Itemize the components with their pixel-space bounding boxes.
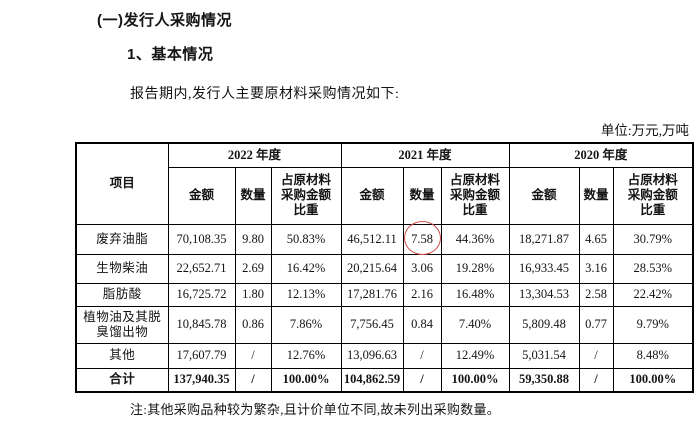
metric-header: 金额 bbox=[167, 166, 236, 225]
table-cell: 46,512.11 bbox=[340, 223, 404, 255]
year-header-row: 项目 2022 年度 2021 年度 2020 年度 bbox=[75, 142, 694, 225]
table-cell: 17,607.79 bbox=[167, 342, 236, 369]
section-title: (一)发行人采购情况 bbox=[97, 12, 232, 29]
metric-header: 占原材料 采购金额 比重 bbox=[440, 166, 510, 225]
table-row: 生物柴油 22,652.71 2.69 16.42% 20,215.64 3.06 19.2… bbox=[75, 253, 694, 284]
table-cell: 12.49% bbox=[440, 342, 510, 369]
table-cell: 50.83% bbox=[270, 223, 342, 255]
table-cell: 2.58 bbox=[578, 282, 614, 307]
table-cell: 19.28% bbox=[440, 253, 510, 284]
table-cell: 8.48% bbox=[612, 342, 694, 369]
table-cell: 12.76% bbox=[270, 342, 342, 369]
table-cell: 7.58 bbox=[402, 220, 442, 255]
row-label: 脂肪酸 bbox=[75, 282, 169, 307]
table-body: 废弃油脂 70,108.35 9.80 50.83% 46,512.11 7.58 44.3… bbox=[75, 220, 694, 393]
table-cell: 4.65 bbox=[578, 223, 614, 255]
table-cell: 137,940.35 bbox=[167, 367, 236, 393]
year-header-2020: 2020 年度 bbox=[508, 142, 694, 168]
table-cell: 1.80 bbox=[234, 282, 272, 307]
unit-label: 单位:万元,万吨 bbox=[600, 123, 689, 138]
table-row: 合计 137,940.35/100.00% 104,862.59/100.00% 59… bbox=[75, 367, 694, 393]
row-label: 生物柴油 bbox=[75, 253, 169, 284]
metric-header: 数量 bbox=[234, 166, 272, 225]
table-cell: 18,271.87 bbox=[508, 223, 580, 255]
table-cell: 7.86% bbox=[270, 305, 342, 344]
table-cell: 0.77 bbox=[578, 305, 614, 344]
table-cell: 17,281.76 bbox=[340, 282, 404, 307]
table-cell: 100.00% bbox=[270, 367, 342, 393]
table-cell: 3.16 bbox=[578, 253, 614, 284]
table-cell: 0.84 bbox=[402, 305, 442, 344]
metric-header-row: 金额 数量 占原材料 采购金额 比重 金额 数量 占原材料 采购金额 比重 金额 数量 占原材料… bbox=[76, 166, 694, 225]
table-cell: 104,862.59 bbox=[340, 367, 404, 393]
metric-header: 占原材料 采购金额 比重 bbox=[270, 166, 342, 225]
table-cell: / bbox=[578, 342, 614, 369]
table-cell: 28.53% bbox=[612, 253, 694, 284]
table-cell: 13,304.53 bbox=[508, 282, 580, 307]
table-cell: 9.80 bbox=[234, 223, 272, 255]
table-cell: 9.79% bbox=[612, 305, 694, 344]
metric-header: 金额 bbox=[508, 166, 580, 225]
table-cell: 13,096.63 bbox=[340, 342, 404, 369]
table-header: 项目 2022 年度 2021 年度 2020 年度 金额 数量 占原材料 采购金额 比… bbox=[75, 142, 694, 225]
table-cell: / bbox=[234, 342, 272, 369]
table-cell: 16,725.72 bbox=[167, 282, 236, 307]
table-cell: 44.36% bbox=[440, 223, 510, 255]
row-label: 其他 bbox=[75, 342, 169, 369]
subsection-title: 1、基本情况 bbox=[127, 46, 214, 63]
column-header-item: 项目 bbox=[75, 142, 169, 225]
metric-header: 数量 bbox=[578, 166, 614, 225]
table-cell: 12.13% bbox=[270, 282, 342, 307]
table-cell: 100.00% bbox=[612, 367, 694, 393]
table-cell: 16.42% bbox=[270, 253, 342, 284]
procurement-table: 项目 2022 年度 2021 年度 2020 年度 金额 数量 占原材料 采购金额 比… bbox=[75, 142, 695, 393]
table-cell: 16.48% bbox=[440, 282, 510, 307]
table-row: 植物油及其脱 臭馏出物 10,845.78 0.86 7.86% 7,756.45 0.8… bbox=[75, 305, 694, 344]
table-cell: 3.06 bbox=[402, 253, 442, 284]
table-cell: 70,108.35 bbox=[167, 223, 236, 255]
table-cell: 0.86 bbox=[234, 305, 272, 344]
table-cell: 100.00% bbox=[440, 367, 510, 393]
table-row: 废弃油脂 70,108.35 9.80 50.83% 46,512.11 7.58 44.3… bbox=[75, 220, 694, 255]
table-cell: / bbox=[402, 342, 442, 369]
year-header-2021: 2021 年度 bbox=[340, 142, 510, 168]
circled-value-annotation: 7.58 bbox=[404, 220, 441, 255]
table-cell: 22,652.71 bbox=[167, 253, 236, 284]
row-label: 合计 bbox=[75, 367, 169, 393]
table-cell: 59,350.88 bbox=[508, 367, 580, 393]
table-row: 脂肪酸 16,725.72 1.80 12.13% 17,281.76 2.16 16.48… bbox=[75, 282, 694, 307]
intro-text: 报告期内,发行人主要原材料采购情况如下: bbox=[130, 87, 400, 102]
metric-header: 金额 bbox=[340, 166, 404, 225]
table-cell: 10,845.78 bbox=[167, 305, 236, 344]
table-cell: 16,933.45 bbox=[508, 253, 580, 284]
row-label: 废弃油脂 bbox=[75, 223, 169, 255]
table-cell: 7.40% bbox=[440, 305, 510, 344]
table-cell: 5,809.48 bbox=[508, 305, 580, 344]
table-cell: 7,756.45 bbox=[340, 305, 404, 344]
metric-header: 数量 bbox=[402, 166, 442, 225]
metric-header: 占原材料 采购金额 比重 bbox=[612, 166, 694, 225]
table-cell: 2.16 bbox=[402, 282, 442, 307]
table-row: 其他 17,607.79/12.76% 13,096.63/12.49% 5,031.… bbox=[75, 342, 694, 369]
table-cell: / bbox=[402, 367, 442, 393]
row-label: 植物油及其脱 臭馏出物 bbox=[75, 305, 169, 344]
table-cell: 22.42% bbox=[612, 282, 694, 307]
table-cell: 30.79% bbox=[612, 223, 694, 255]
footnote: 注:其他采购品种较为繁杂,且计价单位不同,故未列出采购数量。 bbox=[130, 402, 501, 417]
table-cell: 20,215.64 bbox=[340, 253, 404, 284]
table-cell: / bbox=[578, 367, 614, 393]
year-header-2022: 2022 年度 bbox=[167, 142, 342, 168]
table-cell: / bbox=[234, 367, 272, 393]
table-cell: 2.69 bbox=[234, 253, 272, 284]
table-cell: 5,031.54 bbox=[508, 342, 580, 369]
